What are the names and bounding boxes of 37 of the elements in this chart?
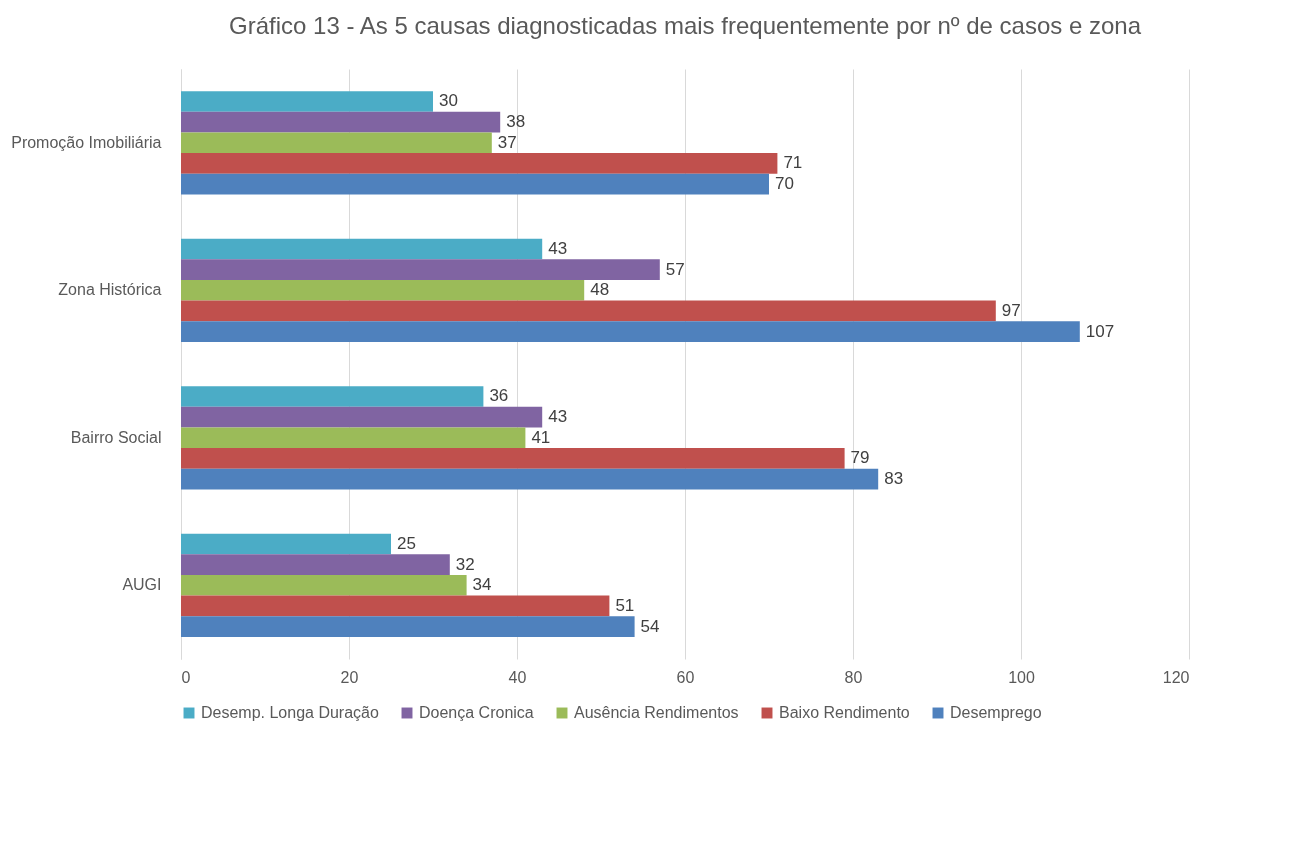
data-label: 71 <box>783 153 803 173</box>
data-label: 36 <box>489 386 509 406</box>
x-tick-label: 60 <box>676 668 695 686</box>
data-label: 107 <box>1085 321 1115 341</box>
data-label: 43 <box>548 407 568 427</box>
data-label: 51 <box>615 595 635 615</box>
data-label: 54 <box>640 616 660 636</box>
x-tick-label: 80 <box>844 668 863 686</box>
x-tick-label: 40 <box>508 668 527 686</box>
data-label: 57 <box>665 259 685 279</box>
legend-label: Desemp. Longa Duração <box>201 704 379 721</box>
data-label: 34 <box>472 575 492 595</box>
chart-title: Gráfico 13 - As 5 causas diagnosticadas mais frequentemente por nº de casos e zona <box>229 12 1142 39</box>
data-label: 48 <box>590 280 610 300</box>
y-tick-label: AUGI <box>122 576 162 594</box>
data-label: 70 <box>775 174 794 194</box>
x-tick-label: 120 <box>1162 668 1190 686</box>
data-label: 41 <box>531 427 551 447</box>
data-label: 83 <box>884 469 904 489</box>
data-label: 32 <box>455 554 475 574</box>
data-label: 30 <box>439 91 458 111</box>
legend-label: Doença Cronica <box>419 704 534 721</box>
legend-label: Desemprego <box>950 704 1042 721</box>
x-tick-label: 100 <box>1008 668 1035 686</box>
data-label: 37 <box>497 132 517 152</box>
legend-label: Baixo Rendimento <box>779 704 910 721</box>
legend-label: Ausência Rendimentos <box>574 704 739 721</box>
data-label: 38 <box>506 112 526 132</box>
y-tick-label: Promoção Imobiliária <box>11 133 162 151</box>
data-label: 25 <box>397 533 416 553</box>
y-tick-label: Bairro Social <box>70 428 162 446</box>
data-label: 43 <box>548 238 568 258</box>
x-tick-label: 0 <box>181 668 191 686</box>
x-tick-label: 20 <box>340 668 359 686</box>
data-label: 79 <box>850 448 870 468</box>
y-tick-label: Zona Histórica <box>58 281 162 299</box>
data-label: 97 <box>1001 300 1021 320</box>
